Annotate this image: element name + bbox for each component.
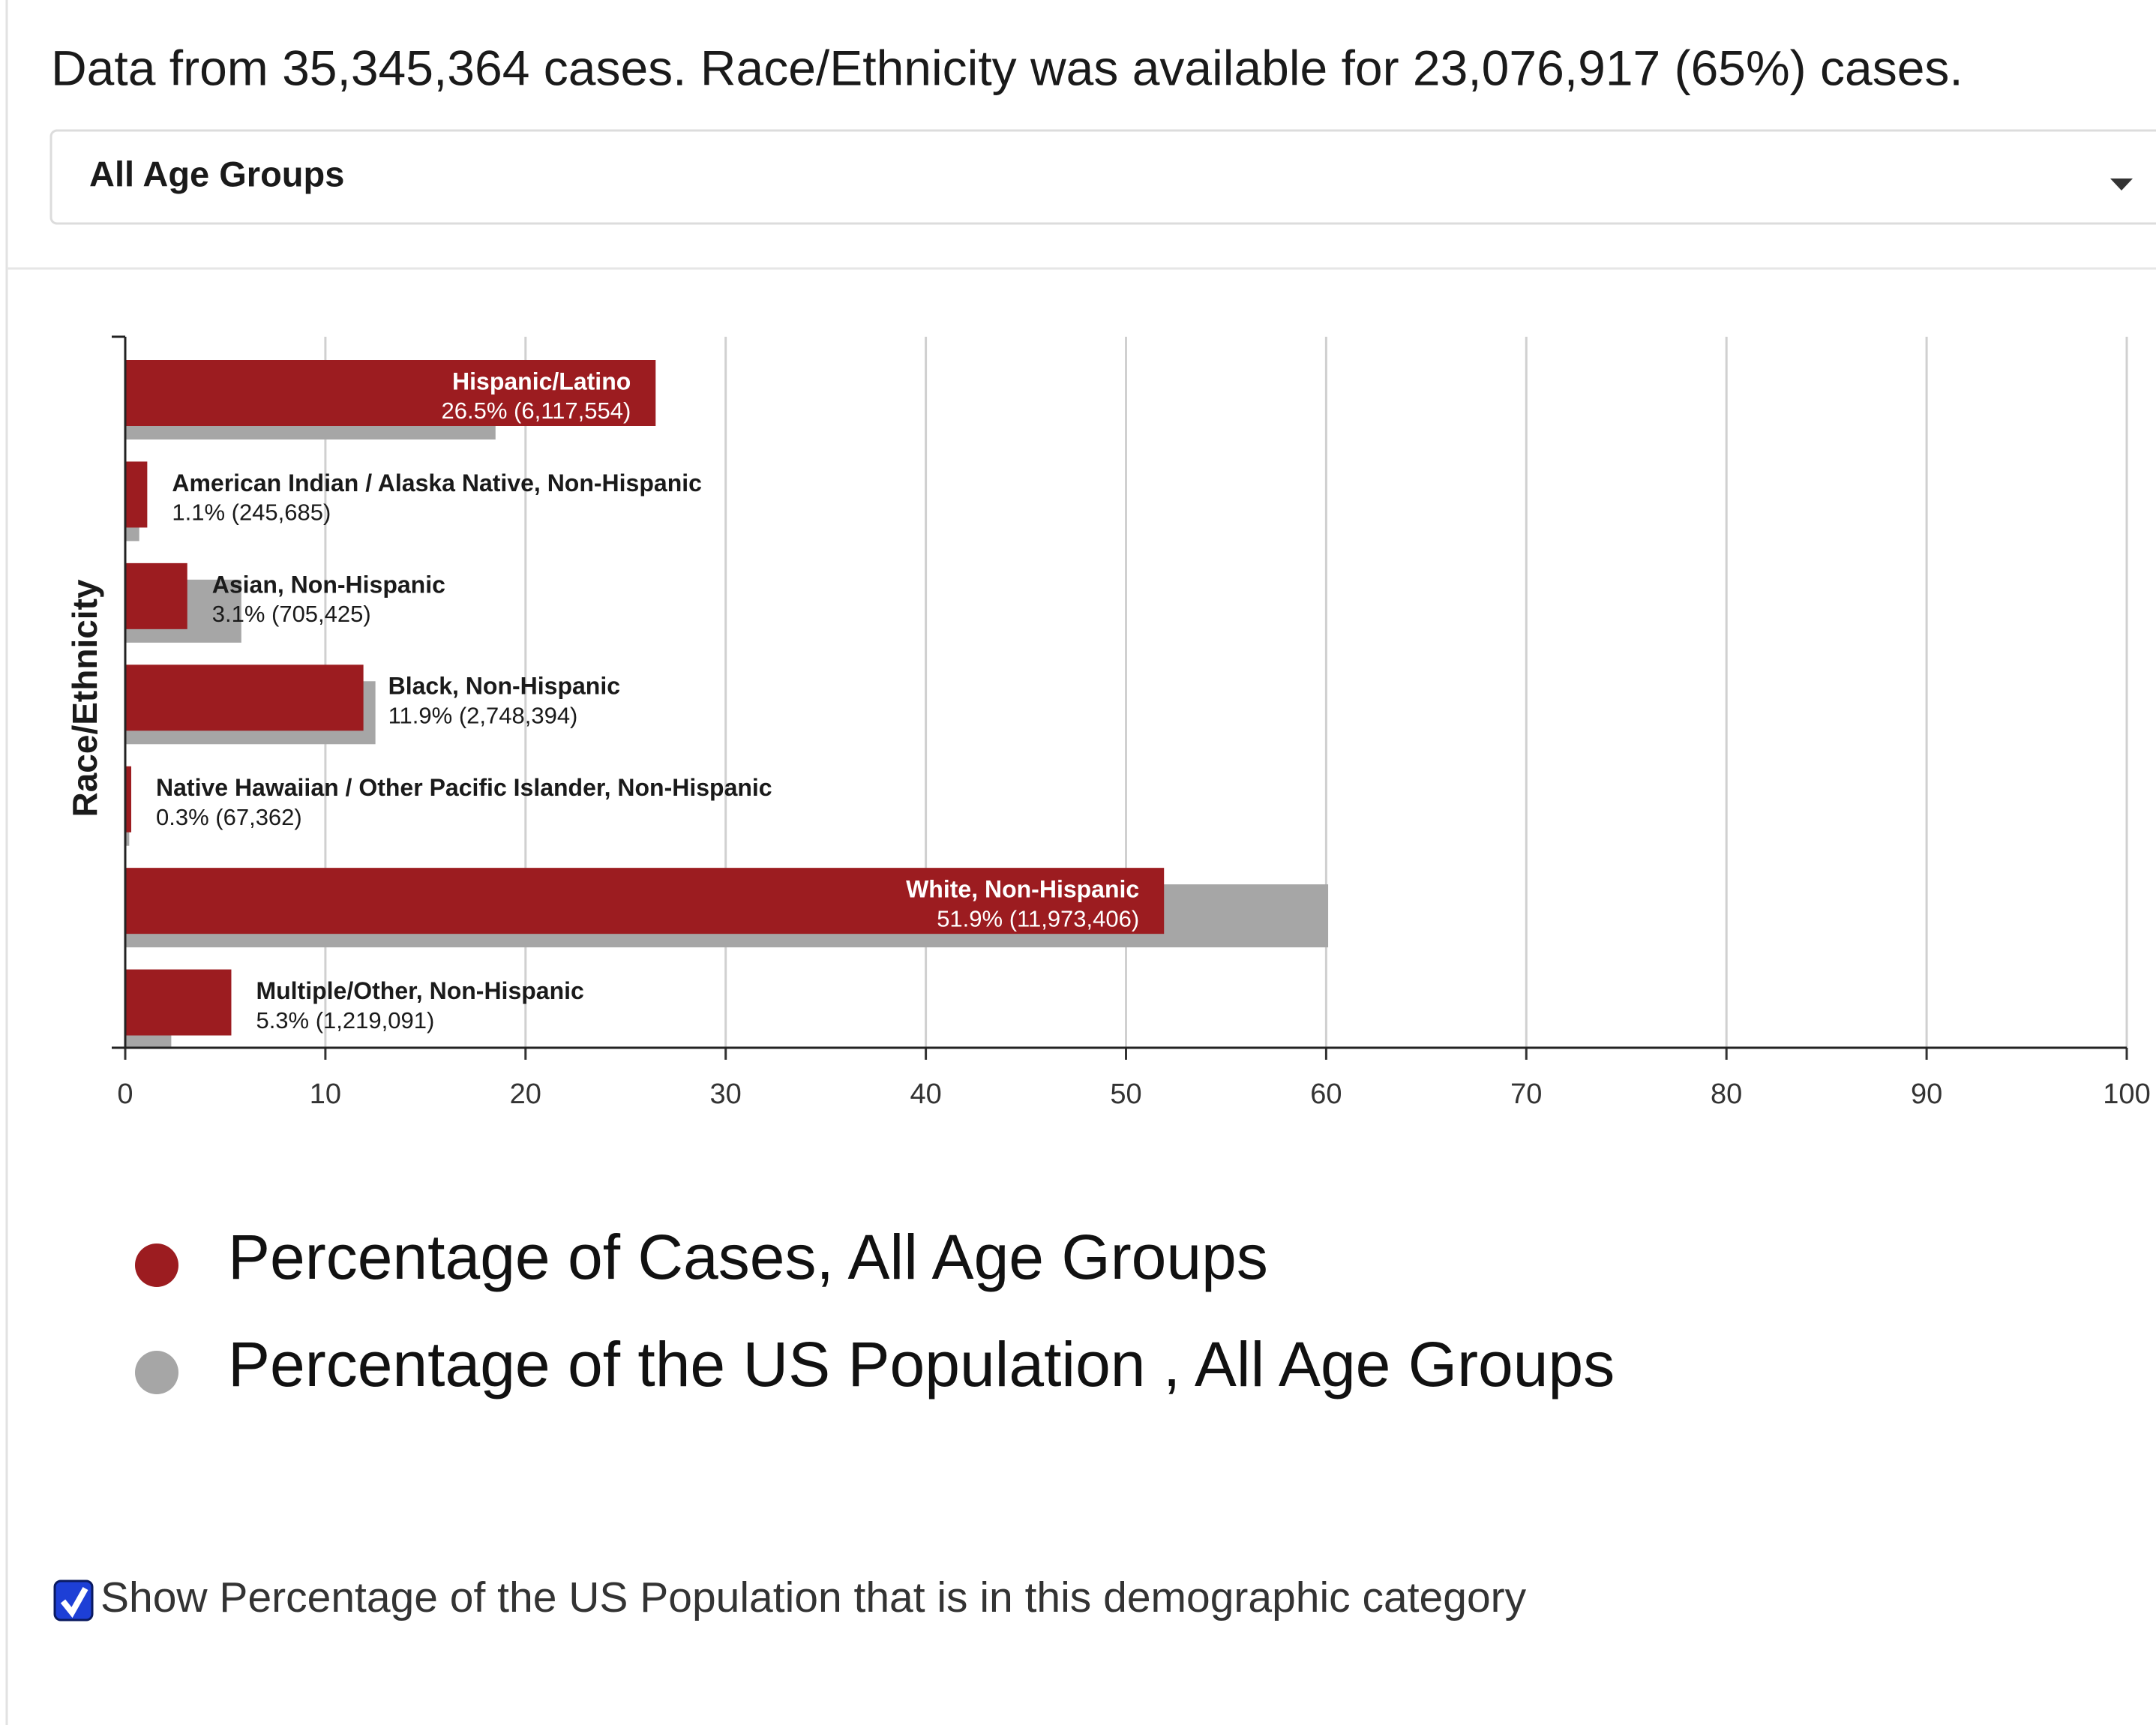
x-tick-label: 20 (510, 1078, 541, 1110)
value-label: 5.3% (1,219,091) (256, 1007, 434, 1034)
value-label: 3.1% (705,425) (212, 601, 371, 627)
dropdown-label[interactable]: All Age Groups (89, 154, 344, 194)
category-label: Native Hawaiian / Other Pacific Islander… (156, 774, 772, 801)
legend-label: Percentage of Cases, All Age Groups (228, 1222, 1268, 1292)
cases-bar (125, 360, 656, 426)
x-tick-label: 40 (910, 1078, 941, 1110)
category-label: Asian, Non-Hispanic (212, 571, 445, 598)
x-tick-label: 10 (310, 1078, 341, 1110)
checkbox-label[interactable]: Show Percentage of the US Population tha… (100, 1574, 1527, 1622)
value-label: 11.9% (2,748,394) (388, 702, 578, 728)
x-tick-label: 30 (710, 1078, 742, 1110)
value-label: 1.1% (245,685) (172, 500, 331, 526)
dropdown-box[interactable] (49, 129, 2156, 225)
summary-text: Data from 35,345,364 cases. Race/Ethnici… (51, 40, 1963, 95)
value-label: 51.9% (11,973,406) (937, 905, 1139, 932)
legend-swatch (135, 1351, 178, 1394)
category-label: Black, Non-Hispanic (388, 673, 620, 700)
category-label: American Indian / Alaska Native, Non-His… (172, 470, 702, 496)
cases-bar (125, 868, 1165, 934)
category-label: Multiple/Other, Non-Hispanic (256, 977, 583, 1004)
legend-swatch (135, 1244, 178, 1287)
x-tick-label: 60 (1310, 1078, 1342, 1110)
x-tick-label: 0 (117, 1078, 133, 1110)
cases-bar (125, 562, 187, 629)
cases-bar (125, 461, 148, 528)
checkmark[interactable] (60, 1587, 88, 1618)
category-label: White, Non-Hispanic (906, 876, 1139, 903)
value-label: 26.5% (6,117,554) (442, 398, 631, 424)
legend-label: Percentage of the US Population , All Ag… (228, 1329, 1615, 1400)
x-tick-label: 50 (1110, 1078, 1141, 1110)
x-tick-label: 70 (1510, 1078, 1542, 1110)
category-label: Hispanic/Latino (452, 368, 631, 394)
dropdown-caret[interactable] (2110, 178, 2133, 190)
x-tick-label: 80 (1711, 1078, 1742, 1110)
cases-bar (125, 766, 132, 832)
cases-bar (125, 969, 232, 1036)
value-label: 0.3% (67,362) (156, 804, 302, 830)
x-tick-label: 100 (2103, 1078, 2150, 1110)
age-dropdown[interactable]: All Age Groups (49, 129, 2156, 225)
x-tick-label: 90 (1911, 1078, 1942, 1110)
checkbox-row[interactable]: Show Percentage of the US Population tha… (53, 1574, 1527, 1622)
y-axis-label: Race/Ethnicity (65, 579, 104, 817)
cases-bar (125, 664, 364, 731)
